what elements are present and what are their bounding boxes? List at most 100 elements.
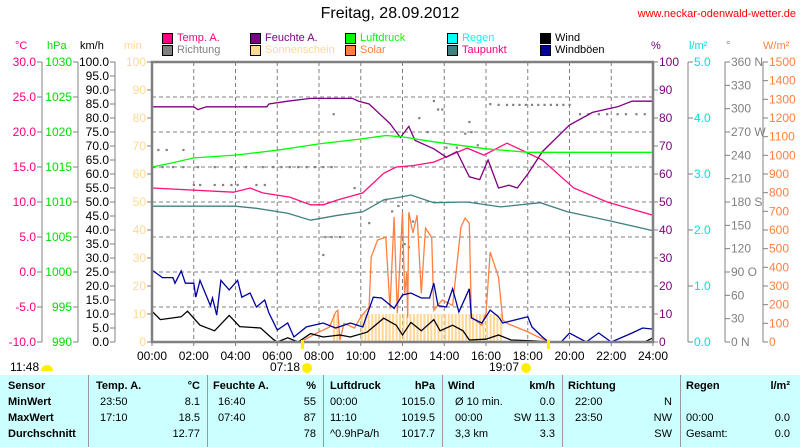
kmh-tick-label: 90.0 bbox=[86, 83, 110, 97]
kmh-tick-label: 65.0 bbox=[86, 153, 110, 167]
lm2-tick-label: 4.0 bbox=[694, 111, 711, 125]
wm2-tick-label: 900 bbox=[769, 167, 789, 181]
pressure-time: 00:00 bbox=[330, 396, 358, 408]
hpa-tick-label: 995 bbox=[52, 300, 72, 314]
direction-dot bbox=[255, 183, 258, 187]
direction-dot bbox=[261, 166, 264, 169]
pct-tick-label: 10 bbox=[659, 307, 673, 321]
hpa-tick-label: 1030 bbox=[45, 55, 72, 69]
wind-time: 00:00 bbox=[455, 412, 483, 424]
pct-tick-label: 90 bbox=[659, 83, 673, 97]
direction-dot bbox=[324, 236, 327, 239]
direction-dot bbox=[288, 166, 291, 169]
legend-swatch bbox=[162, 44, 173, 56]
sunshine-bar bbox=[360, 314, 363, 342]
hpa-tick-label: 1025 bbox=[45, 90, 72, 104]
direction-dot bbox=[497, 103, 500, 106]
sunshine-bar bbox=[482, 314, 485, 342]
pressure-time: ^0.9hPa/h bbox=[330, 428, 380, 440]
hpa-tick-label: 1020 bbox=[45, 125, 72, 139]
wm2-tick-label: 1500 bbox=[769, 55, 796, 69]
legend-label: Sonnenschein bbox=[265, 44, 335, 56]
kmh-tick-label: 40.0 bbox=[86, 223, 110, 237]
deg-tick-label: 0 N bbox=[731, 335, 750, 349]
min-tick-label: 80 bbox=[133, 111, 147, 125]
direction-value: NW bbox=[653, 412, 672, 424]
kmh-tick-label: 60.0 bbox=[86, 167, 110, 181]
legend-item: Regen bbox=[447, 32, 494, 44]
c-tick-label: 30.0 bbox=[13, 55, 37, 69]
pct-tick-label: 60 bbox=[659, 167, 673, 181]
legend-swatch bbox=[162, 32, 173, 44]
humidity-value: 55 bbox=[303, 396, 316, 408]
sunshine-bar bbox=[395, 314, 398, 342]
direction-dot bbox=[476, 144, 479, 147]
direction-dot bbox=[280, 166, 283, 169]
sunshine-bar bbox=[486, 314, 489, 342]
deg-tick-label: 210 bbox=[731, 172, 751, 186]
pct-tick-label: 100 bbox=[659, 55, 679, 69]
direction-dot bbox=[213, 183, 216, 187]
humidity-time: 07:40 bbox=[218, 412, 246, 424]
series-windb-en bbox=[151, 269, 654, 343]
direction-dot bbox=[322, 253, 325, 257]
deg-tick-label: 120 bbox=[731, 242, 751, 256]
unit-min: min bbox=[124, 40, 142, 52]
c-tick-label: 0.0 bbox=[19, 265, 36, 279]
direction-dot bbox=[330, 236, 333, 239]
deg-tick-label: 270 W bbox=[731, 125, 766, 139]
table-header: % bbox=[306, 380, 316, 392]
grid bbox=[152, 62, 653, 342]
sunshine-bar bbox=[409, 314, 412, 342]
site-url[interactable]: www.neckar-odenwald-wetter.de bbox=[637, 8, 796, 20]
humidity-time: 16:40 bbox=[218, 396, 246, 408]
sun-icon bbox=[41, 364, 54, 371]
series-luftdruck bbox=[151, 134, 653, 168]
min-tick-label: 40 bbox=[133, 223, 147, 237]
sunrise: 07:18 bbox=[270, 360, 313, 374]
sunset-time: 19:07 bbox=[489, 360, 520, 374]
sunshine-bar bbox=[398, 314, 402, 342]
kmh-tick-label: 95.0 bbox=[86, 69, 110, 83]
direction-dot bbox=[213, 166, 216, 169]
sunshine-bar bbox=[378, 314, 381, 342]
humidity-value: 87 bbox=[303, 412, 316, 424]
x-tick-label: 06:00 bbox=[262, 349, 292, 363]
deg-tick-label: 180 S bbox=[731, 195, 762, 209]
min-tick-label: 0 bbox=[139, 335, 146, 349]
series-taupunkt bbox=[152, 194, 654, 232]
sunshine-bar bbox=[430, 314, 433, 342]
unit-lm2: l/m² bbox=[689, 40, 708, 52]
humidity-value: 78 bbox=[303, 428, 316, 440]
direction-dot bbox=[436, 108, 440, 111]
sunrise-time: 07:18 bbox=[270, 360, 301, 374]
sunset-marker bbox=[547, 340, 550, 349]
c-tick-label: 20.0 bbox=[13, 125, 37, 139]
deg-tick-label: 30 bbox=[731, 312, 745, 326]
wm2-tick-label: 1200 bbox=[769, 111, 796, 125]
kmh-tick-label: 70.0 bbox=[86, 139, 110, 153]
sunshine-bar bbox=[392, 314, 395, 342]
sunshine-bars bbox=[332, 314, 503, 342]
legend-label: Windböen bbox=[555, 44, 605, 56]
legend-label: Richtung bbox=[177, 44, 221, 56]
direction-dot bbox=[468, 120, 471, 124]
direction-dot bbox=[199, 183, 202, 187]
c-tick-label: 10.0 bbox=[13, 195, 37, 209]
sunshine-bar bbox=[492, 314, 495, 342]
sunshine-bar bbox=[364, 314, 367, 342]
direction-dot bbox=[330, 166, 333, 169]
direction-dot bbox=[297, 166, 300, 169]
sunshine-bar bbox=[440, 314, 443, 342]
wm2-tick-label: 1400 bbox=[769, 74, 796, 88]
sunshine-bar bbox=[381, 314, 384, 342]
deg-tick-label: 240 bbox=[731, 148, 751, 162]
sunshine-bar bbox=[374, 314, 377, 342]
direction-dot bbox=[445, 146, 448, 149]
row-label: MinWert bbox=[8, 396, 52, 408]
kmh-tick-label: 35.0 bbox=[86, 237, 110, 251]
min-tick-label: 50 bbox=[133, 195, 147, 209]
min-tick-label: 60 bbox=[133, 167, 147, 181]
legend-item: Solar bbox=[345, 44, 386, 56]
table-header: Temp. A. bbox=[96, 380, 142, 392]
